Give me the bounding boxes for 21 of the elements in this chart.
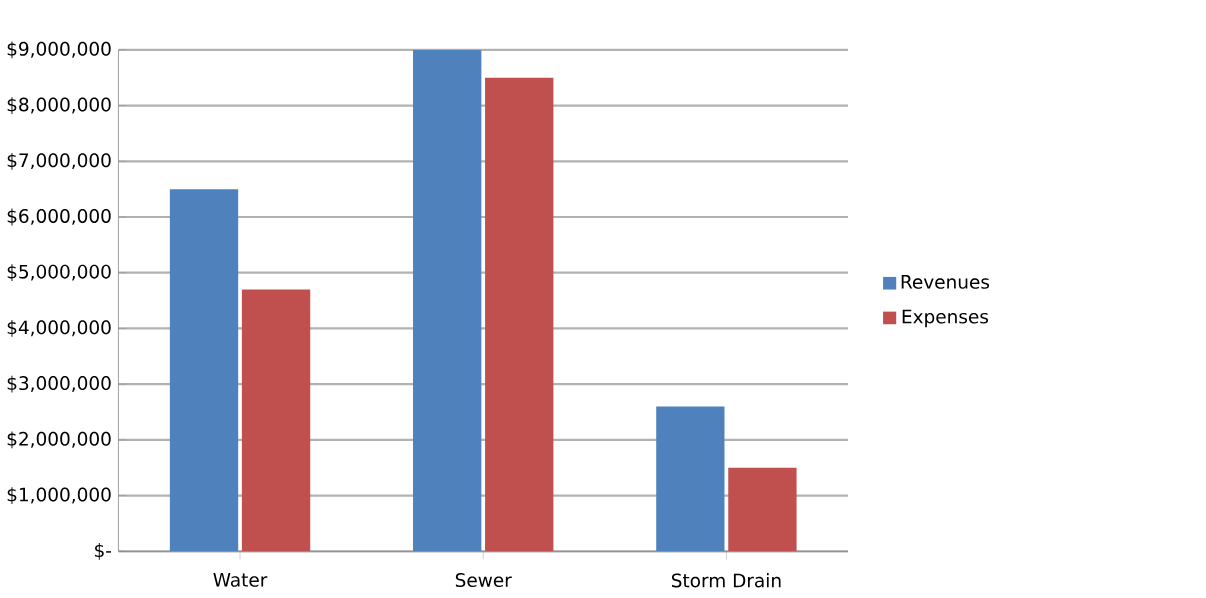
y-tick-label: $6,000,000 xyxy=(7,208,111,226)
y-tick-label: $7,000,000 xyxy=(7,152,111,170)
y-tick-label: $1,000,000 xyxy=(7,487,111,504)
y-tick-label: $- xyxy=(95,542,112,560)
bar xyxy=(169,188,239,552)
y-tick-label: $5,000,000 xyxy=(7,264,111,281)
x-tick-label: Sewer xyxy=(455,572,512,587)
y-tick-label: $9,000,000 xyxy=(7,41,111,59)
y-tick-label: $8,000,000 xyxy=(7,96,111,114)
legend-label: Expenses xyxy=(902,309,989,327)
bar xyxy=(241,289,311,552)
y-tick-label: $2,000,000 xyxy=(7,431,111,449)
bar xyxy=(656,406,725,552)
y-tick-label: $3,000,000 xyxy=(7,375,111,393)
bar xyxy=(728,467,797,552)
y-tick-label: $4,000,000 xyxy=(7,319,111,337)
x-tick-label: Storm Drain xyxy=(671,572,781,588)
bar xyxy=(485,77,554,552)
x-tick-label: Water xyxy=(213,572,268,587)
legend-label: Revenues xyxy=(901,274,990,289)
bar xyxy=(413,49,482,552)
